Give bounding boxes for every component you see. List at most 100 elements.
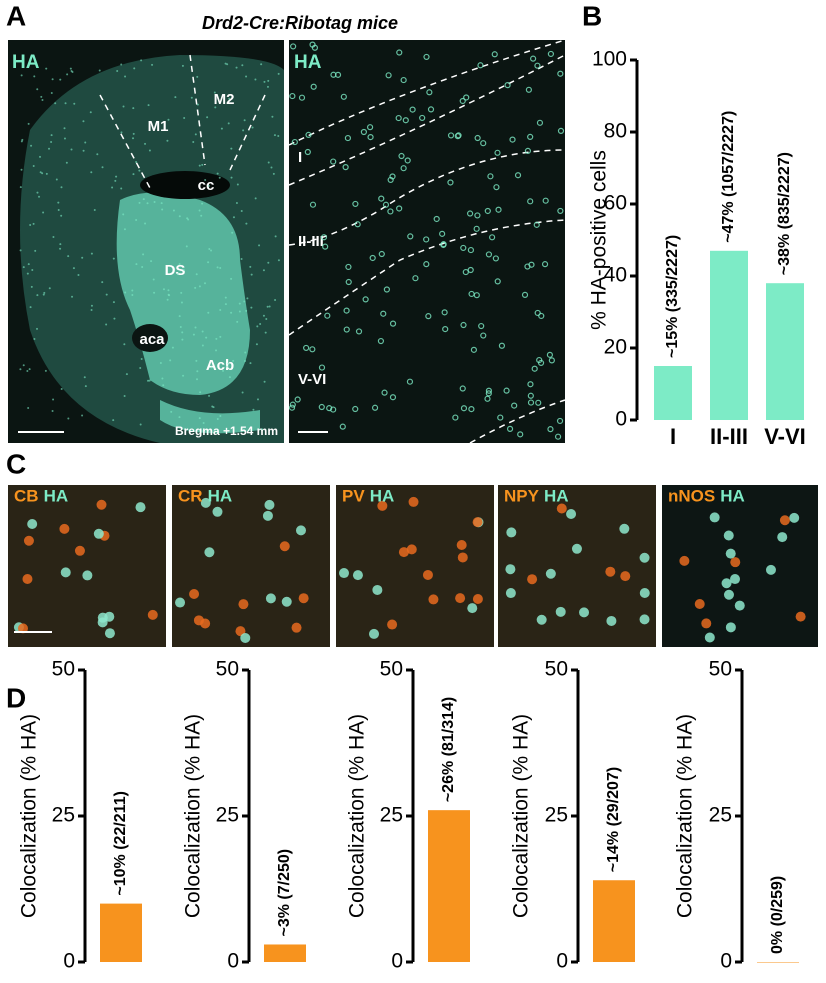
cell [241,64,244,67]
cell [112,301,115,304]
cell [242,129,245,132]
cell [201,163,204,166]
cell [725,622,736,633]
cell [60,214,63,217]
cell [67,417,70,420]
cell [524,263,531,270]
cell [455,132,462,139]
cell [135,219,138,222]
cell [354,221,361,228]
cell [122,105,125,108]
y-tick-label: 50 [709,658,732,681]
cell [82,570,93,581]
cell [527,392,534,399]
cell [409,106,416,113]
cell [32,222,35,225]
cell [36,191,39,194]
cell [542,197,549,204]
cell [238,599,249,610]
bar [428,810,470,962]
value-label: ~3% (7/250) [276,849,293,937]
y-tick-label: 0 [63,950,75,973]
cell [541,261,549,268]
cell [186,217,189,220]
cell [514,172,522,179]
marker-label: CR [178,486,203,505]
cell [172,209,175,212]
cell [474,212,481,219]
chart: 0 25 50 Colocalization (% HA) 0% (0/259) [674,658,799,973]
cell [147,379,150,382]
cell [267,79,270,82]
cell [161,377,164,380]
cell [264,499,275,510]
y-tick-label: 80 [604,120,627,143]
cell [138,201,141,204]
cell [389,394,397,401]
cell [194,133,197,136]
cell [536,119,544,126]
layer-label: II-III [298,233,324,250]
cell [277,135,280,138]
cell [339,568,350,579]
cell [120,187,123,190]
cell [459,385,466,392]
cell [423,261,430,268]
cell [174,96,177,99]
cell [256,398,259,401]
cell [477,62,484,69]
y-axis-label: Colocalization (% HA) [18,714,41,918]
cell-dots [19,41,565,440]
cell [153,201,156,204]
cell [441,309,448,316]
cell [140,358,143,361]
cell [202,421,205,424]
cell [180,301,183,304]
cell [721,578,732,589]
cell [198,164,201,167]
cell [378,195,385,202]
cell [517,431,524,438]
cell [215,337,218,340]
cell [472,517,483,528]
cell [456,539,467,550]
cell [505,588,516,599]
cell [57,201,60,204]
cell [59,78,62,81]
y-tick-label: 20 [604,336,627,359]
cell [470,346,478,353]
cell [105,323,108,326]
cell [377,337,385,345]
cell [200,618,211,629]
cell [113,317,116,320]
cell [146,202,149,205]
cell [277,259,280,262]
bregma-note: Bregma +1.54 mm [175,424,278,438]
cell [452,414,459,421]
cell [274,235,277,238]
cell [309,346,316,353]
cell [30,144,33,147]
cell [240,209,243,212]
cell [63,137,66,140]
cell [207,184,210,187]
cell [224,296,227,299]
cell [412,275,419,282]
cell [381,389,388,396]
cell [243,300,246,303]
cell [485,390,492,397]
cell [148,379,151,382]
cell [216,172,219,175]
cell [480,140,487,147]
cell [98,69,101,72]
cell [723,589,734,600]
cell [400,76,407,84]
cell [408,496,419,507]
cell [148,149,151,152]
cell [123,343,126,346]
cell [26,272,29,275]
x-tick-label: I [670,424,676,449]
cell [41,98,44,101]
cell [245,75,248,78]
cell [304,148,311,156]
